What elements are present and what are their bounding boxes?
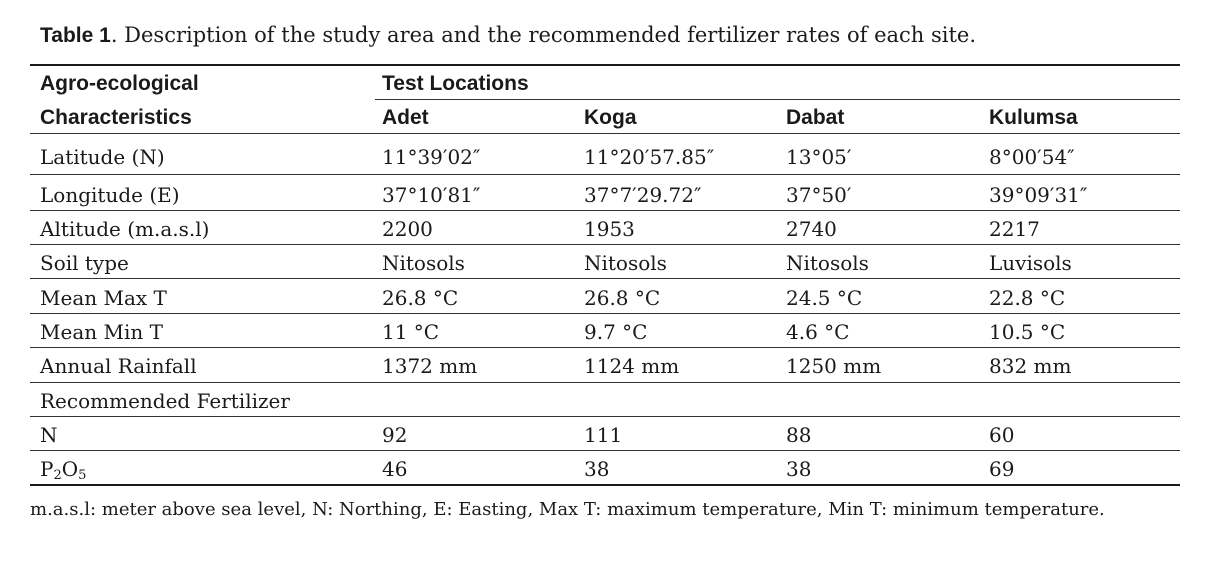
header-col-dabat: Dabat — [786, 106, 845, 129]
row-label: Altitude (m.a.s.l) — [40, 217, 210, 241]
header-bottom-rule — [30, 133, 1180, 134]
row-label-sub-2: 2 — [53, 468, 62, 483]
cell-value: 38 — [786, 457, 812, 481]
row-label: Mean Min T — [40, 320, 163, 344]
cell-value: 2217 — [989, 217, 1040, 241]
row-rule — [30, 382, 1180, 383]
row-rule — [30, 210, 1180, 211]
row-label: Annual Rainfall — [40, 354, 197, 378]
row-label: Soil type — [40, 251, 129, 275]
cell-value: 13°05′ — [786, 145, 852, 169]
cell-value: 37°50′ — [786, 183, 852, 207]
cell-value: 26.8 °C — [584, 286, 661, 310]
cell-value: Nitosols — [584, 251, 667, 275]
cell-value: 22.8 °C — [989, 286, 1066, 310]
cell-value: 38 — [584, 457, 610, 481]
row-label-p2o5: P2O5 — [40, 457, 87, 483]
row-label-p: P — [40, 457, 54, 481]
row-label-o: O — [61, 457, 79, 481]
header-row-label-line1: Agro-ecological — [40, 72, 199, 95]
cell-value: 11 °C — [382, 320, 440, 344]
cell-value: 60 — [989, 423, 1015, 447]
cell-value: 2740 — [786, 217, 837, 241]
cell-value: 11°20′57.85″ — [584, 145, 715, 169]
cell-value: 1250 mm — [786, 354, 882, 378]
header-col-adet: Adet — [382, 106, 429, 129]
row-rule — [30, 174, 1180, 175]
row-rule — [30, 244, 1180, 245]
table-caption-label: Table 1 — [40, 24, 111, 47]
row-rule — [30, 278, 1180, 279]
row-rule — [30, 313, 1180, 314]
header-row-label-line2: Characteristics — [40, 106, 192, 129]
row-label: Longitude (E) — [40, 183, 180, 207]
cell-value: 24.5 °C — [786, 286, 863, 310]
header-col-koga: Koga — [584, 106, 637, 129]
cell-value: 2200 — [382, 217, 433, 241]
row-label-sub-5: 5 — [78, 468, 87, 483]
cell-value: 26.8 °C — [382, 286, 459, 310]
cell-value: 88 — [786, 423, 812, 447]
cell-value: Nitosols — [786, 251, 869, 275]
cell-value: 9.7 °C — [584, 320, 648, 344]
cell-value: 46 — [382, 457, 408, 481]
cell-value: 37°10′81″ — [382, 183, 481, 207]
row-rule — [30, 450, 1180, 451]
cell-value: Nitosols — [382, 251, 465, 275]
cell-value: 1372 mm — [382, 354, 478, 378]
row-rule — [30, 416, 1180, 417]
row-label: Recommended Fertilizer — [40, 389, 290, 413]
cell-value: Luvisols — [989, 251, 1072, 275]
cell-value: 37°7′29.72″ — [584, 183, 702, 207]
header-group-label: Test Locations — [382, 72, 529, 95]
cell-value: 10.5 °C — [989, 320, 1066, 344]
cell-value: 1953 — [584, 217, 635, 241]
row-rule — [30, 347, 1180, 348]
cell-value: 111 — [584, 423, 623, 447]
header-group-rule — [375, 99, 1180, 100]
row-label: Mean Max T — [40, 286, 167, 310]
row-label: Latitude (N) — [40, 145, 165, 169]
cell-value: 92 — [382, 423, 408, 447]
header-col-kulumsa: Kulumsa — [989, 106, 1078, 129]
cell-value: 832 mm — [989, 354, 1072, 378]
cell-value: 69 — [989, 457, 1015, 481]
cell-value: 8°00′54″ — [989, 145, 1075, 169]
row-label: N — [40, 423, 58, 447]
table-top-rule — [30, 64, 1180, 66]
cell-value: 4.6 °C — [786, 320, 850, 344]
table-caption-text: . Description of the study area and the … — [110, 23, 977, 47]
cell-value: 39°09′31″ — [989, 183, 1088, 207]
table-footnote: m.a.s.l: meter above sea level, N: North… — [30, 499, 1105, 520]
cell-value: 11°39′02″ — [382, 145, 481, 169]
table-caption: Table 1. Description of the study area a… — [40, 20, 976, 51]
cell-value: 1124 mm — [584, 354, 680, 378]
table-bottom-rule — [30, 484, 1180, 486]
